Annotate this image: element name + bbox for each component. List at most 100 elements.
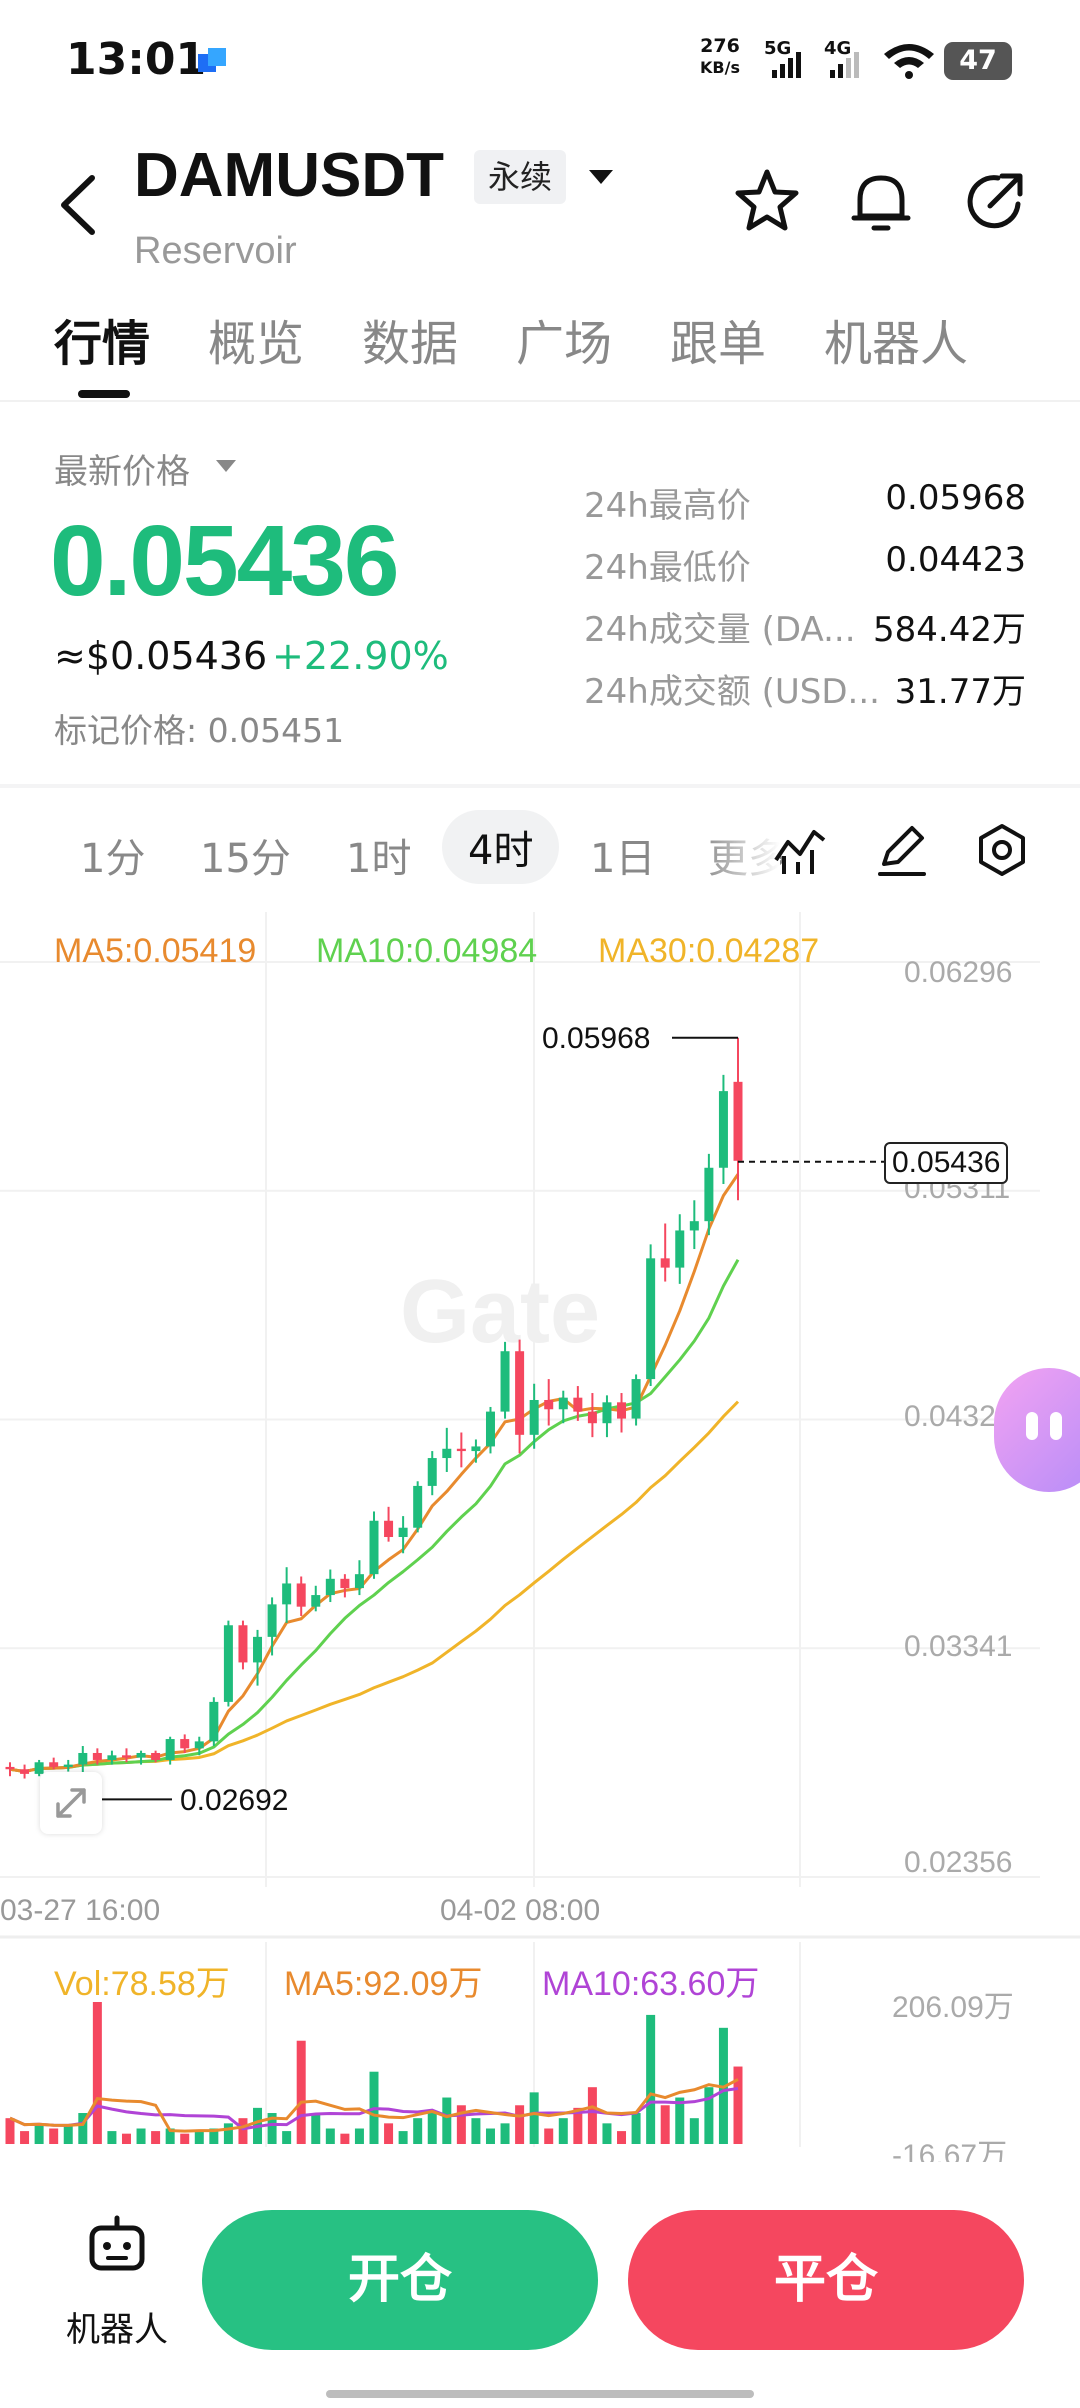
x-tick: 04-02 08:00	[440, 1894, 601, 1927]
ma10-line	[9, 1258, 740, 1774]
high-price-marker: 0.05968	[542, 1022, 651, 1055]
volume-bar	[733, 2066, 743, 2144]
chevron-down-icon[interactable]	[586, 162, 616, 192]
ma5-line	[9, 1173, 740, 1774]
interval-1m[interactable]: 1分	[80, 836, 146, 882]
close-position-button[interactable]: 平仓	[628, 2210, 1024, 2350]
tab-market[interactable]: 行情	[54, 316, 151, 372]
volume-bar	[194, 2131, 204, 2144]
candle-body	[456, 1448, 466, 1452]
robot-icon	[89, 2215, 145, 2271]
tab-overview[interactable]: 概览	[208, 316, 305, 372]
volume-bar	[5, 2118, 15, 2144]
interval-4h[interactable]: 4时	[442, 810, 560, 884]
volume-bar	[121, 2133, 131, 2144]
chevron-down-icon[interactable]	[214, 456, 238, 476]
home-indicator[interactable]	[326, 2390, 754, 2398]
back-icon[interactable]	[54, 170, 104, 240]
change-percent: +22.90%	[272, 634, 449, 678]
star-icon[interactable]	[732, 166, 802, 236]
volume-bar	[442, 2097, 452, 2144]
candle-body	[617, 1402, 627, 1419]
mark-price: 标记价格: 0.05451	[54, 711, 345, 750]
open-position-button[interactable]: 开仓	[202, 2210, 598, 2350]
pair-symbol[interactable]: DAMUSDT	[134, 141, 444, 210]
legend-ma5: MA5:0.05419	[54, 932, 257, 970]
stat-turnover-value: 31.77万	[894, 672, 1026, 712]
candle-body	[471, 1446, 481, 1452]
candles	[5, 1037, 743, 1800]
candle-body	[354, 1574, 364, 1589]
candle-body	[296, 1583, 306, 1607]
volume-bar	[78, 2113, 88, 2144]
volume-bar	[165, 2128, 175, 2144]
expand-chart-button[interactable]	[40, 1772, 102, 1834]
kline-svg[interactable]: Gate	[0, 912, 1080, 2162]
network-speed: 276 KB/s	[700, 36, 740, 78]
stat-low-value: 0.04423	[885, 540, 1026, 580]
volume-bar	[631, 2113, 641, 2144]
tab-data[interactable]: 数据	[362, 316, 459, 372]
ma-lines	[9, 1173, 740, 1774]
robot-button[interactable]: 机器人	[52, 2212, 182, 2352]
interval-15m[interactable]: 15分	[200, 836, 291, 882]
vol-y-tick: 206.09万	[892, 1991, 1014, 2024]
interval-1h[interactable]: 1时	[346, 836, 412, 882]
volume-bar	[398, 2131, 408, 2144]
volume-bar	[602, 2123, 612, 2144]
latest-price-label[interactable]: 最新价格	[54, 452, 190, 492]
low-price-marker: 0.02692	[180, 1784, 289, 1817]
volume-bar	[427, 2113, 437, 2144]
assistant-eye	[1050, 1412, 1062, 1440]
volume-bar	[63, 2125, 73, 2144]
candle-body	[49, 1762, 59, 1767]
stat-turnover-label: 24h成交额 (USD...	[584, 672, 880, 712]
candle-body	[209, 1701, 219, 1742]
divider	[0, 784, 1080, 788]
floating-assistant-button[interactable]	[994, 1368, 1080, 1492]
network-speed-value: 276	[700, 35, 740, 57]
candle-body	[573, 1397, 583, 1412]
tab-robot[interactable]: 机器人	[824, 316, 969, 372]
status-time: 13:01	[66, 34, 207, 85]
volume-bar	[456, 2105, 466, 2144]
tab-square[interactable]: 广场	[516, 316, 613, 372]
bell-icon[interactable]	[846, 166, 916, 236]
share-icon[interactable]	[960, 166, 1030, 236]
volume-bar	[485, 2128, 495, 2144]
status-bar: 13:01 276 KB/s 5G 4G 47	[0, 0, 1080, 120]
candle-body	[689, 1221, 699, 1231]
volume-bar	[384, 2123, 394, 2144]
kline-chart[interactable]: Gate MA5:0.05419 MA10:0.04984 MA30:0.042…	[0, 912, 1080, 2172]
battery-indicator: 47	[944, 42, 1012, 80]
volume-bar	[296, 2040, 306, 2144]
tab-copy-trading[interactable]: 跟单	[670, 316, 767, 372]
settings-icon[interactable]	[972, 820, 1032, 880]
volume-bars	[5, 2002, 743, 2144]
volume-bar	[325, 2128, 335, 2144]
candle-body	[267, 1604, 277, 1637]
contract-type-badge[interactable]: 永续	[474, 150, 567, 204]
candle-body	[500, 1351, 510, 1412]
candle-body	[5, 1766, 15, 1770]
volume-bar	[500, 2123, 510, 2144]
draw-icon[interactable]	[872, 820, 932, 880]
indicator-icon[interactable]	[770, 820, 830, 880]
candle-body	[121, 1755, 131, 1758]
robot-label: 机器人	[66, 2310, 168, 2350]
candle-body	[180, 1739, 190, 1749]
candle-body	[413, 1485, 423, 1528]
stat-volume-label: 24h成交量 (DA...	[584, 610, 856, 650]
candle-body	[718, 1091, 728, 1168]
ma30-line	[9, 1400, 740, 1774]
volume-bar	[660, 2105, 670, 2144]
legend-vol-ma10: MA10:63.60万	[542, 1965, 760, 2003]
interval-1d[interactable]: 1日	[590, 836, 656, 882]
candle-body	[165, 1739, 175, 1760]
volume-bar	[354, 2128, 364, 2144]
volume-bar	[340, 2133, 350, 2144]
volume-bar	[558, 2118, 568, 2144]
volume-bar	[107, 2131, 117, 2144]
stat-low-label: 24h最低价	[584, 548, 751, 588]
candle-body	[282, 1583, 292, 1605]
